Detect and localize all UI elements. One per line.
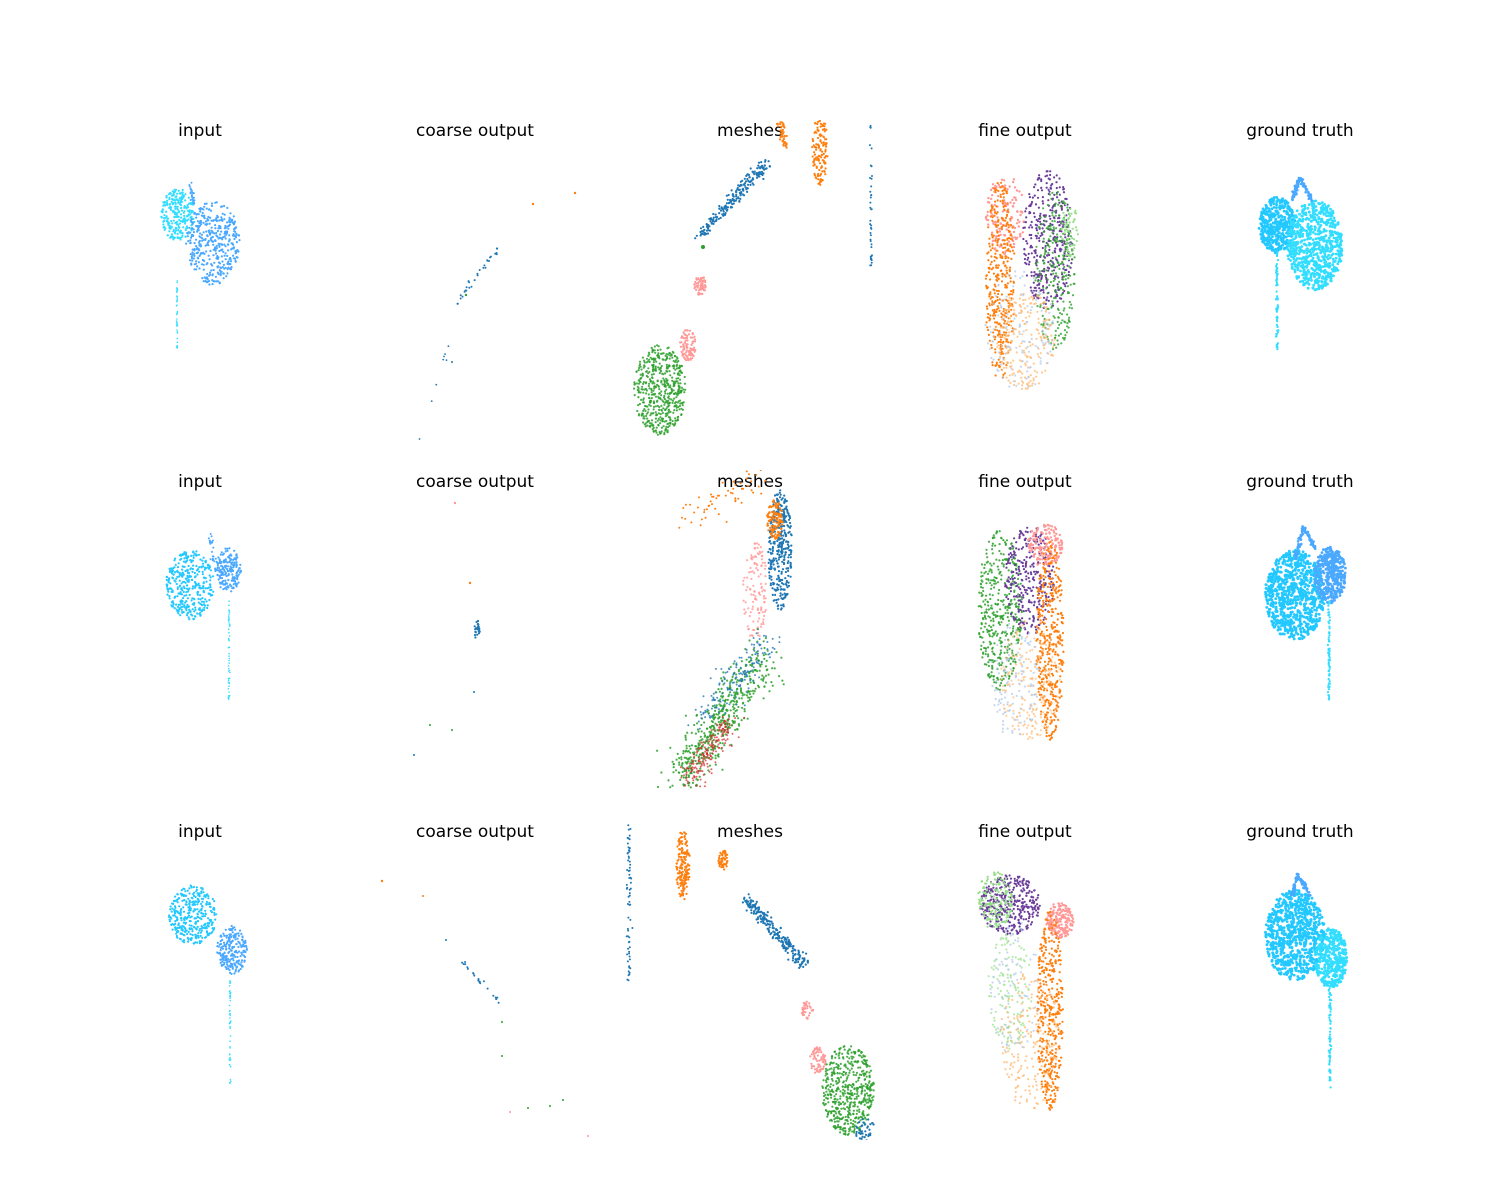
fine-output-point-cloud	[977, 523, 1065, 741]
panel-title-input: input	[178, 121, 222, 141]
panel-title-coarse-output: coarse output	[416, 472, 534, 492]
ground-truth-point-cloud	[1264, 872, 1348, 1089]
panel-title-ground-truth: ground truth	[1246, 822, 1354, 842]
panel-title-meshes: meshes	[717, 472, 783, 492]
panel-title-meshes: meshes	[717, 822, 783, 842]
ground-truth-point-cloud	[1264, 525, 1347, 701]
fine-output-point-cloud	[977, 871, 1075, 1111]
panel-title-coarse-output: coarse output	[416, 121, 534, 141]
panel-title-fine-output: fine output	[978, 472, 1072, 492]
panel-title-ground-truth: ground truth	[1246, 472, 1354, 492]
panel-title-meshes: meshes	[717, 121, 783, 141]
panel-title-coarse-output: coarse output	[416, 822, 534, 842]
panel-title-input: input	[178, 822, 222, 842]
panel-title-ground-truth: ground truth	[1246, 121, 1354, 141]
coarse-output-point-cloud	[380, 879, 589, 1137]
input-point-cloud	[165, 532, 242, 700]
ground-truth-point-cloud	[1257, 176, 1344, 351]
meshes-point-cloud	[625, 824, 875, 1140]
meshes-point-cloud	[656, 470, 793, 790]
input-point-cloud	[160, 181, 241, 349]
panel-title-fine-output: fine output	[978, 822, 1072, 842]
meshes-point-cloud	[633, 120, 873, 436]
coarse-output-point-cloud	[413, 501, 481, 756]
input-point-cloud	[168, 884, 248, 1084]
panel-title-fine-output: fine output	[978, 121, 1072, 141]
coarse-output-point-cloud	[418, 191, 577, 440]
panel-title-input: input	[178, 472, 222, 492]
fine-output-point-cloud	[984, 170, 1079, 390]
